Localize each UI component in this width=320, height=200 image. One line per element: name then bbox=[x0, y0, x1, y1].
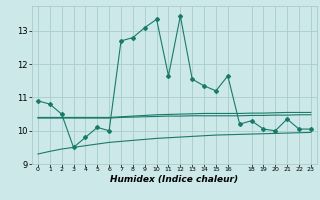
X-axis label: Humidex (Indice chaleur): Humidex (Indice chaleur) bbox=[110, 175, 238, 184]
